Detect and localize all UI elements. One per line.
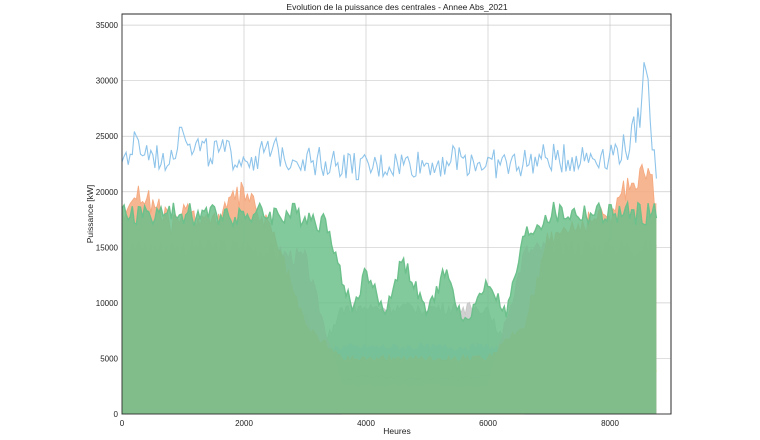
y-tick-label-3: 15000 bbox=[96, 243, 119, 252]
series-layer bbox=[121, 62, 658, 415]
series-line-8 bbox=[121, 199, 658, 323]
y-tick-label-4: 20000 bbox=[96, 188, 119, 197]
x-tick-labels: 0 2000 4000 6000 8000 bbox=[120, 419, 620, 428]
x-tick-label-2: 4000 bbox=[357, 419, 375, 428]
y-tick-label-1: 5000 bbox=[100, 354, 118, 363]
series-line-9 bbox=[121, 62, 657, 181]
y-axis-label: Puissance [kW] bbox=[85, 185, 95, 244]
y-tick-label-7: 35000 bbox=[96, 21, 119, 30]
series-area-8 bbox=[122, 202, 657, 414]
y-tick-label-5: 25000 bbox=[96, 132, 119, 141]
x-tick-label-4: 8000 bbox=[601, 419, 619, 428]
y-tick-label-0: 0 bbox=[114, 410, 119, 419]
y-tick-labels: 0 5000 10000 15000 20000 25000 30000 35000 bbox=[96, 21, 119, 419]
x-axis-label: Heures bbox=[383, 426, 410, 436]
x-tick-label-3: 6000 bbox=[479, 419, 497, 428]
x-tick-label-0: 0 bbox=[120, 419, 125, 428]
y-tick-label-6: 30000 bbox=[96, 77, 119, 86]
y-tick-label-2: 10000 bbox=[96, 299, 119, 308]
plot-frame bbox=[121, 13, 672, 415]
x-tick-label-1: 2000 bbox=[235, 419, 253, 428]
chart-title: Evolution de la puissance des centrales … bbox=[286, 2, 507, 12]
